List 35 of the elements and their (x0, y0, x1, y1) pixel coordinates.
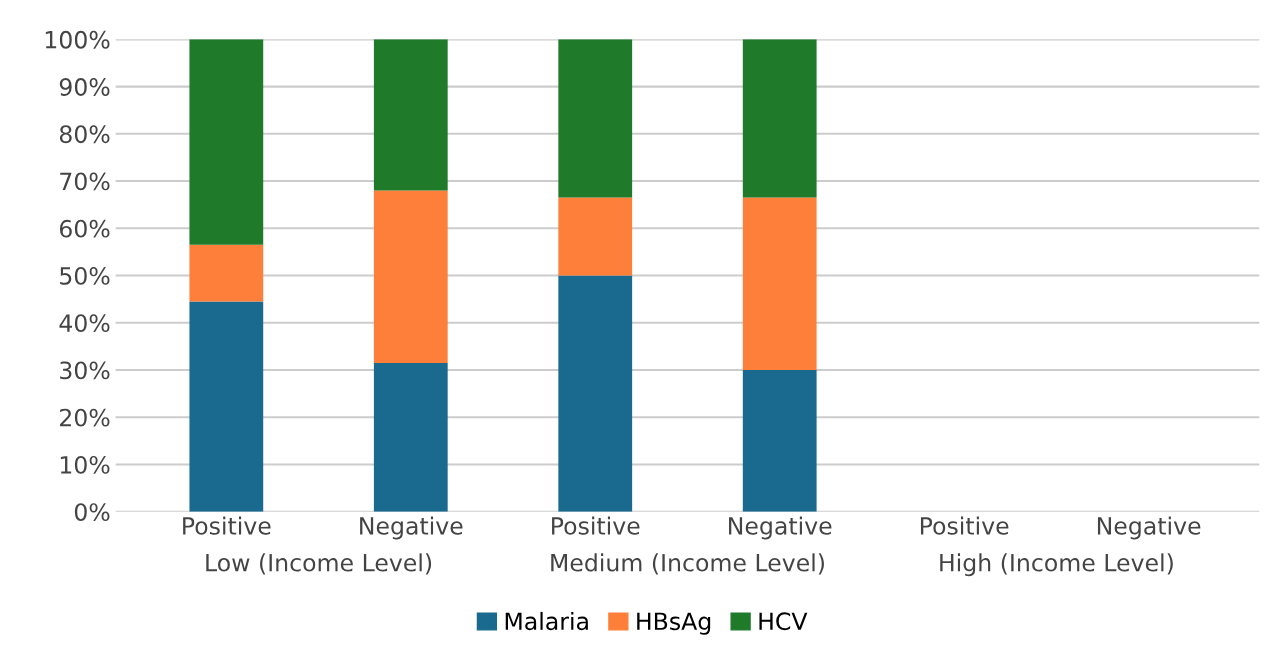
legend-label: HCV (759, 612, 808, 631)
y-tick-label: 60% (59, 219, 110, 238)
y-tick-label: 90% (59, 78, 110, 96)
y-tick-label: 70% (60, 172, 110, 191)
bar (742, 197, 817, 370)
y-tick-label: 0% (74, 503, 110, 521)
text: High (Income Level) (940, 553, 1173, 577)
x-tick-label: Positive (552, 516, 640, 535)
x-tick-label: Positive (920, 516, 1009, 535)
bar (189, 244, 264, 302)
bar (189, 39, 264, 245)
y-tick-label: 50% (60, 266, 110, 285)
bar (189, 301, 264, 512)
y-tick-label: 40% (59, 314, 110, 333)
legend-label: Malaria (505, 611, 588, 631)
bar (742, 39, 817, 198)
bar (373, 39, 448, 191)
legend-label: HBsAg (637, 612, 711, 635)
bar (558, 39, 633, 198)
bar (373, 190, 448, 363)
text: Low (Income Level) (206, 553, 432, 575)
y-tick-label: 30% (60, 361, 110, 380)
bar (373, 362, 448, 512)
y-tick-label: 10% (60, 455, 110, 474)
y-tick-label: 80% (59, 125, 110, 144)
bar (558, 275, 633, 512)
x-tick-label: Negative (729, 516, 832, 540)
x-tick-label: Negative (360, 516, 463, 540)
text: Medium (Income Level) (551, 553, 824, 575)
y-tick-label: 100% (45, 30, 110, 49)
bar (558, 197, 633, 276)
x-tick-label: Positive (183, 516, 271, 535)
x-tick-label: Negative (1097, 516, 1201, 540)
bar (742, 369, 817, 512)
y-tick-label: 20% (60, 408, 110, 427)
